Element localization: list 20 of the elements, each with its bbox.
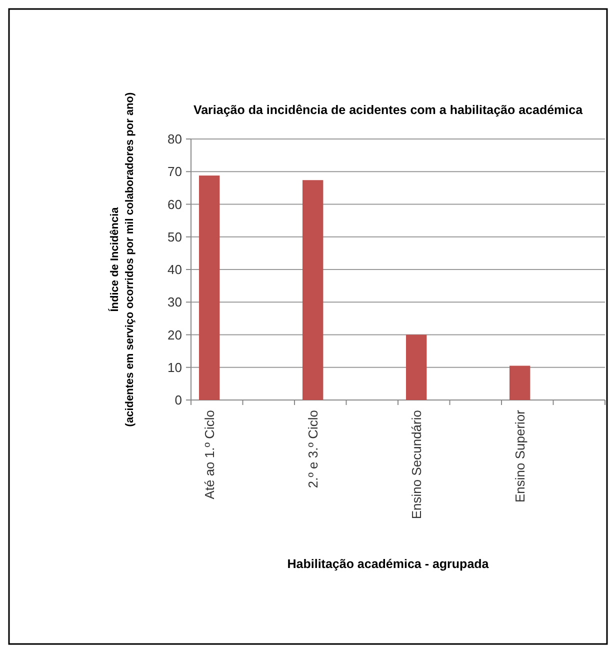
x-axis-title: Habilitação académica - agrupada — [287, 557, 490, 571]
y-tick-label: 60 — [168, 196, 182, 212]
y-tick-label: 30 — [168, 294, 182, 310]
y-tick-label: 70 — [168, 164, 182, 180]
y-tick-label: 40 — [168, 262, 182, 278]
bar — [406, 334, 427, 400]
x-tick-label: 2.º e 3.º Ciclo — [305, 410, 320, 488]
bar — [199, 176, 220, 400]
y-tick-label: 80 — [168, 132, 182, 147]
y-tick-label: 10 — [168, 360, 182, 375]
y-tick-label: 50 — [168, 229, 182, 244]
y-axis-title: Índice de Incidência (acidentes em serviço ocorridos por mil colaboradores por ano) — [108, 92, 136, 427]
y-tick-label: 0 — [174, 392, 182, 408]
y-tick-label: 20 — [168, 327, 182, 342]
x-tick-label: Ensino Secundário — [408, 410, 424, 520]
bar — [510, 366, 530, 400]
x-tick-label: Ensino Superior — [512, 409, 528, 502]
bar — [302, 180, 324, 400]
chart-title: Variação da incidência de acidentes com a habilitação académica — [193, 103, 584, 117]
x-tick-label: Até ao 1.º Ciclo — [202, 410, 217, 500]
